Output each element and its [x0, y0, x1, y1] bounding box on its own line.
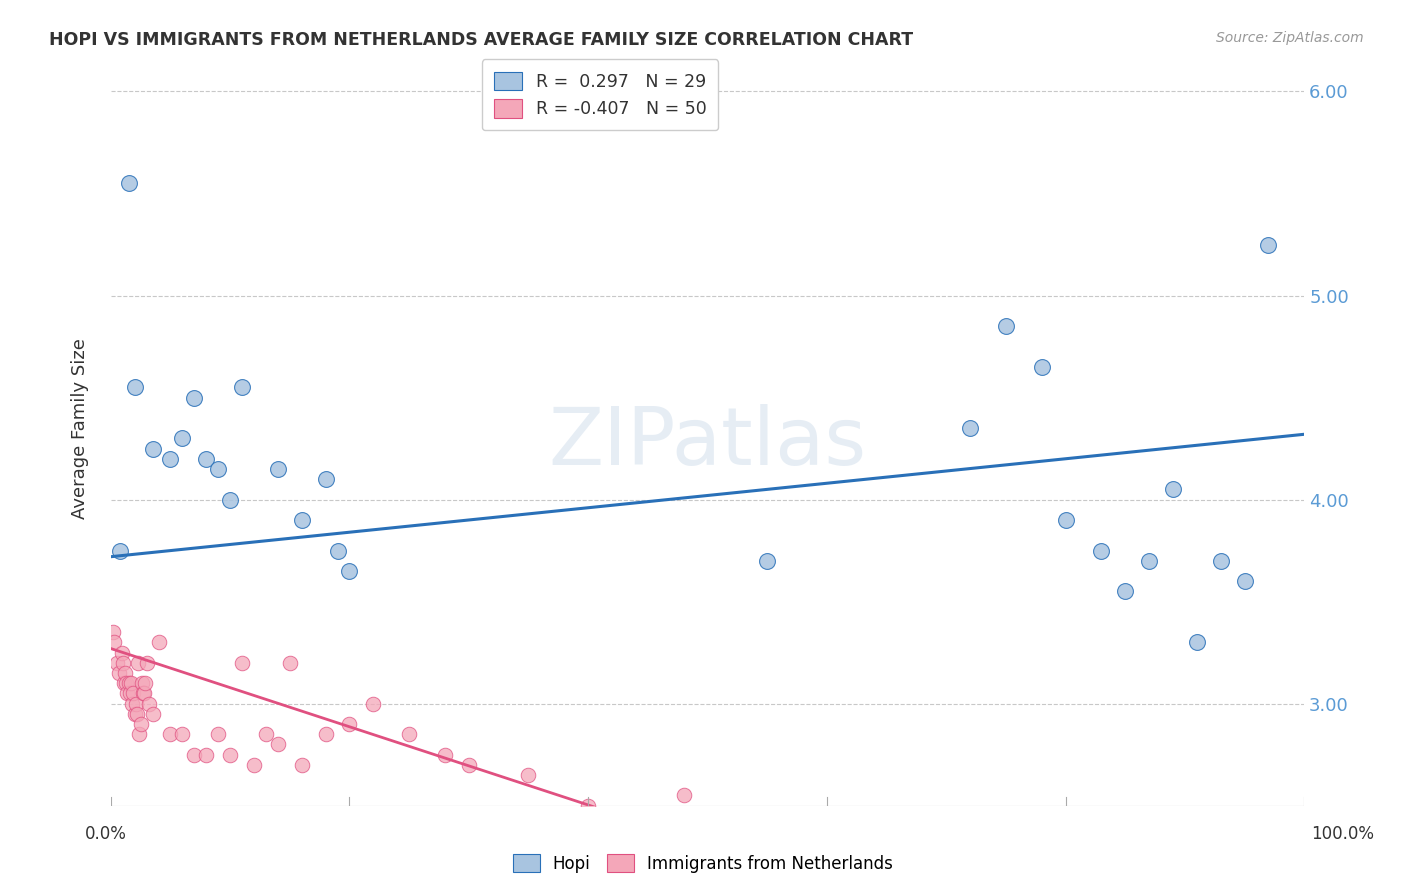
Text: 100.0%: 100.0% — [1312, 825, 1374, 843]
Point — [108, 665, 131, 680]
Point — [134, 676, 156, 690]
Point — [125, 697, 148, 711]
Point — [115, 676, 138, 690]
Point — [101, 625, 124, 640]
Point — [138, 697, 160, 711]
Point — [172, 727, 194, 741]
Point — [118, 676, 141, 690]
Text: 0.0%: 0.0% — [84, 825, 127, 843]
Point — [124, 706, 146, 721]
Point — [129, 717, 152, 731]
Point — [291, 513, 314, 527]
Point — [994, 319, 1017, 334]
Point — [278, 656, 301, 670]
Point — [111, 656, 134, 670]
Point — [1031, 359, 1053, 374]
Point — [231, 656, 253, 670]
Point — [207, 462, 229, 476]
Point — [122, 686, 145, 700]
Point — [672, 789, 695, 803]
Point — [433, 747, 456, 762]
Point — [576, 798, 599, 813]
Point — [1090, 543, 1112, 558]
Point — [105, 656, 128, 670]
Point — [363, 697, 385, 711]
Point — [1185, 635, 1208, 649]
Point — [183, 391, 205, 405]
Point — [231, 380, 253, 394]
Point — [132, 686, 155, 700]
Point — [267, 462, 290, 476]
Point — [125, 706, 148, 721]
Point — [219, 747, 242, 762]
Text: Source: ZipAtlas.com: Source: ZipAtlas.com — [1216, 31, 1364, 45]
Text: HOPI VS IMMIGRANTS FROM NETHERLANDS AVERAGE FAMILY SIZE CORRELATION CHART: HOPI VS IMMIGRANTS FROM NETHERLANDS AVER… — [49, 31, 914, 49]
Point — [103, 635, 125, 649]
Point — [141, 706, 163, 721]
Point — [121, 697, 143, 711]
Point — [112, 676, 135, 690]
Point — [159, 727, 181, 741]
Point — [1114, 584, 1136, 599]
Point — [315, 472, 337, 486]
Point — [756, 554, 779, 568]
Point — [326, 543, 349, 558]
Point — [339, 717, 361, 731]
Point — [148, 635, 170, 649]
Point — [1257, 237, 1279, 252]
Point — [195, 747, 218, 762]
Point — [183, 747, 205, 762]
Point — [315, 727, 337, 741]
Legend: R =  0.297   N = 29, R = -0.407   N = 50: R = 0.297 N = 29, R = -0.407 N = 50 — [482, 60, 718, 130]
Text: ZIPatlas: ZIPatlas — [548, 404, 866, 483]
Point — [134, 686, 156, 700]
Point — [159, 451, 181, 466]
Point — [124, 380, 146, 394]
Point — [517, 768, 540, 782]
Point — [1137, 554, 1160, 568]
Point — [195, 451, 218, 466]
Point — [219, 492, 242, 507]
Point — [457, 757, 479, 772]
Point — [398, 727, 420, 741]
Point — [243, 757, 266, 772]
Point — [267, 738, 290, 752]
Legend: Hopi, Immigrants from Netherlands: Hopi, Immigrants from Netherlands — [506, 847, 900, 880]
Point — [339, 564, 361, 578]
Point — [1054, 513, 1077, 527]
Point — [120, 676, 142, 690]
Point — [118, 177, 141, 191]
Point — [110, 543, 132, 558]
Point — [254, 727, 277, 741]
Y-axis label: Average Family Size: Average Family Size — [72, 338, 89, 518]
Point — [118, 686, 141, 700]
Point — [128, 727, 150, 741]
Point — [172, 431, 194, 445]
Point — [1233, 574, 1256, 589]
Point — [110, 646, 132, 660]
Point — [135, 656, 157, 670]
Point — [207, 727, 229, 741]
Point — [117, 686, 139, 700]
Point — [127, 656, 149, 670]
Point — [959, 421, 981, 435]
Point — [131, 676, 153, 690]
Point — [1161, 483, 1184, 497]
Point — [114, 665, 136, 680]
Point — [141, 442, 163, 456]
Point — [291, 757, 314, 772]
Point — [1209, 554, 1232, 568]
